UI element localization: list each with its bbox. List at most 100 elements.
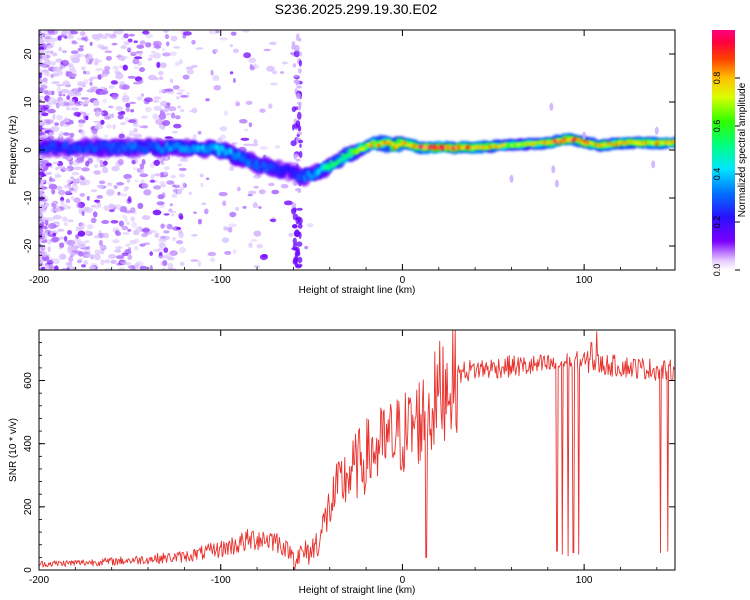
noise-speck <box>186 91 190 98</box>
noise-speck <box>133 56 143 60</box>
noise-speck <box>228 223 238 228</box>
noise-speck <box>235 100 240 104</box>
noise-speck <box>117 114 124 120</box>
noise-speck <box>70 176 74 180</box>
noise-speck <box>129 240 137 245</box>
ridge-blob <box>340 152 345 157</box>
noise-speck <box>125 243 131 247</box>
noise-speck <box>134 66 139 70</box>
noise-speck <box>93 107 102 113</box>
noise-speck <box>113 185 118 189</box>
noise-speck <box>132 118 138 125</box>
noise-speck <box>55 167 59 171</box>
noise-speck <box>175 240 184 245</box>
noise-speck <box>193 211 197 214</box>
noise-speck <box>94 58 99 64</box>
noise-speck <box>212 75 220 82</box>
noise-speck <box>70 195 75 201</box>
ridge-blob <box>51 141 55 149</box>
noise-speck <box>253 230 262 237</box>
noise-speck <box>229 166 235 172</box>
streak-speck <box>298 59 302 67</box>
noise-speck <box>83 70 87 75</box>
noise-speck <box>160 161 165 166</box>
noise-speck <box>232 142 238 145</box>
noise-speck <box>107 254 117 259</box>
noise-speck <box>130 216 136 222</box>
noise-speck <box>40 46 45 50</box>
noise-speck <box>60 88 69 94</box>
noise-speck <box>204 208 209 215</box>
noise-speck <box>94 110 101 118</box>
noise-speck <box>108 105 114 109</box>
noise-speck <box>145 33 154 39</box>
noise-speck <box>43 30 48 33</box>
noise-speck <box>48 61 57 66</box>
ridge-blob <box>286 166 291 173</box>
spectrogram-noise <box>39 30 314 270</box>
noise-speck <box>40 245 46 251</box>
noise-speck <box>72 179 81 183</box>
streak-speck <box>294 254 298 262</box>
noise-speck <box>80 129 86 136</box>
noise-speck <box>85 160 90 167</box>
noise-speck <box>65 70 70 77</box>
noise-speck <box>126 46 133 52</box>
noise-speck <box>96 156 100 163</box>
noise-speck <box>170 35 178 42</box>
noise-speck <box>176 227 182 230</box>
noise-speck <box>53 207 62 212</box>
noise-speck <box>288 232 294 237</box>
noise-speck <box>121 95 130 101</box>
noise-speck <box>102 98 107 104</box>
x-tick-label: 100 <box>576 275 593 286</box>
noise-speck <box>173 123 182 129</box>
noise-speck <box>253 265 261 268</box>
noise-speck <box>65 262 71 266</box>
noise-speck <box>127 265 137 269</box>
noise-speck <box>67 90 76 97</box>
noise-speck <box>139 125 149 129</box>
noise-speck <box>67 230 72 235</box>
noise-speck <box>85 253 95 258</box>
noise-speck <box>76 113 81 118</box>
noise-speck <box>159 204 166 209</box>
noise-speck <box>164 34 170 40</box>
noise-speck <box>41 32 46 38</box>
noise-speck <box>42 54 50 61</box>
noise-speck <box>199 173 204 178</box>
noise-speck <box>99 246 107 250</box>
noise-speck <box>248 57 257 64</box>
noise-speck <box>48 223 57 230</box>
streak-speck <box>296 134 300 137</box>
noise-speck <box>47 246 51 253</box>
snr-line <box>39 330 675 570</box>
noise-speck <box>85 115 89 121</box>
noise-speck <box>51 81 60 84</box>
noise-speck <box>164 112 171 116</box>
noise-speck <box>127 250 132 255</box>
noise-speck <box>167 262 174 269</box>
noise-speck <box>145 42 152 48</box>
colorbar: 0.0 0.2 0.4 0.6 0.8 Normalized spectral ampl… <box>712 30 748 276</box>
ridge-blob <box>302 175 307 183</box>
noise-speck <box>135 226 144 233</box>
x-tick-label: -100 <box>211 575 231 586</box>
noise-speck <box>105 124 112 129</box>
spectrogram-spot <box>554 179 559 188</box>
noise-speck <box>46 239 52 245</box>
noise-speck <box>197 218 202 225</box>
noise-speck <box>162 120 171 126</box>
noise-speck <box>153 185 162 190</box>
y-tick-label: -10 <box>23 190 34 205</box>
noise-speck <box>169 51 177 57</box>
noise-speck <box>132 58 140 65</box>
noise-speck <box>149 265 153 270</box>
noise-speck <box>88 265 96 270</box>
noise-speck <box>99 164 106 168</box>
noise-speck <box>43 225 48 230</box>
noise-speck <box>110 113 115 118</box>
noise-speck <box>247 193 253 197</box>
noise-speck <box>47 30 54 34</box>
noise-speck <box>179 247 186 254</box>
